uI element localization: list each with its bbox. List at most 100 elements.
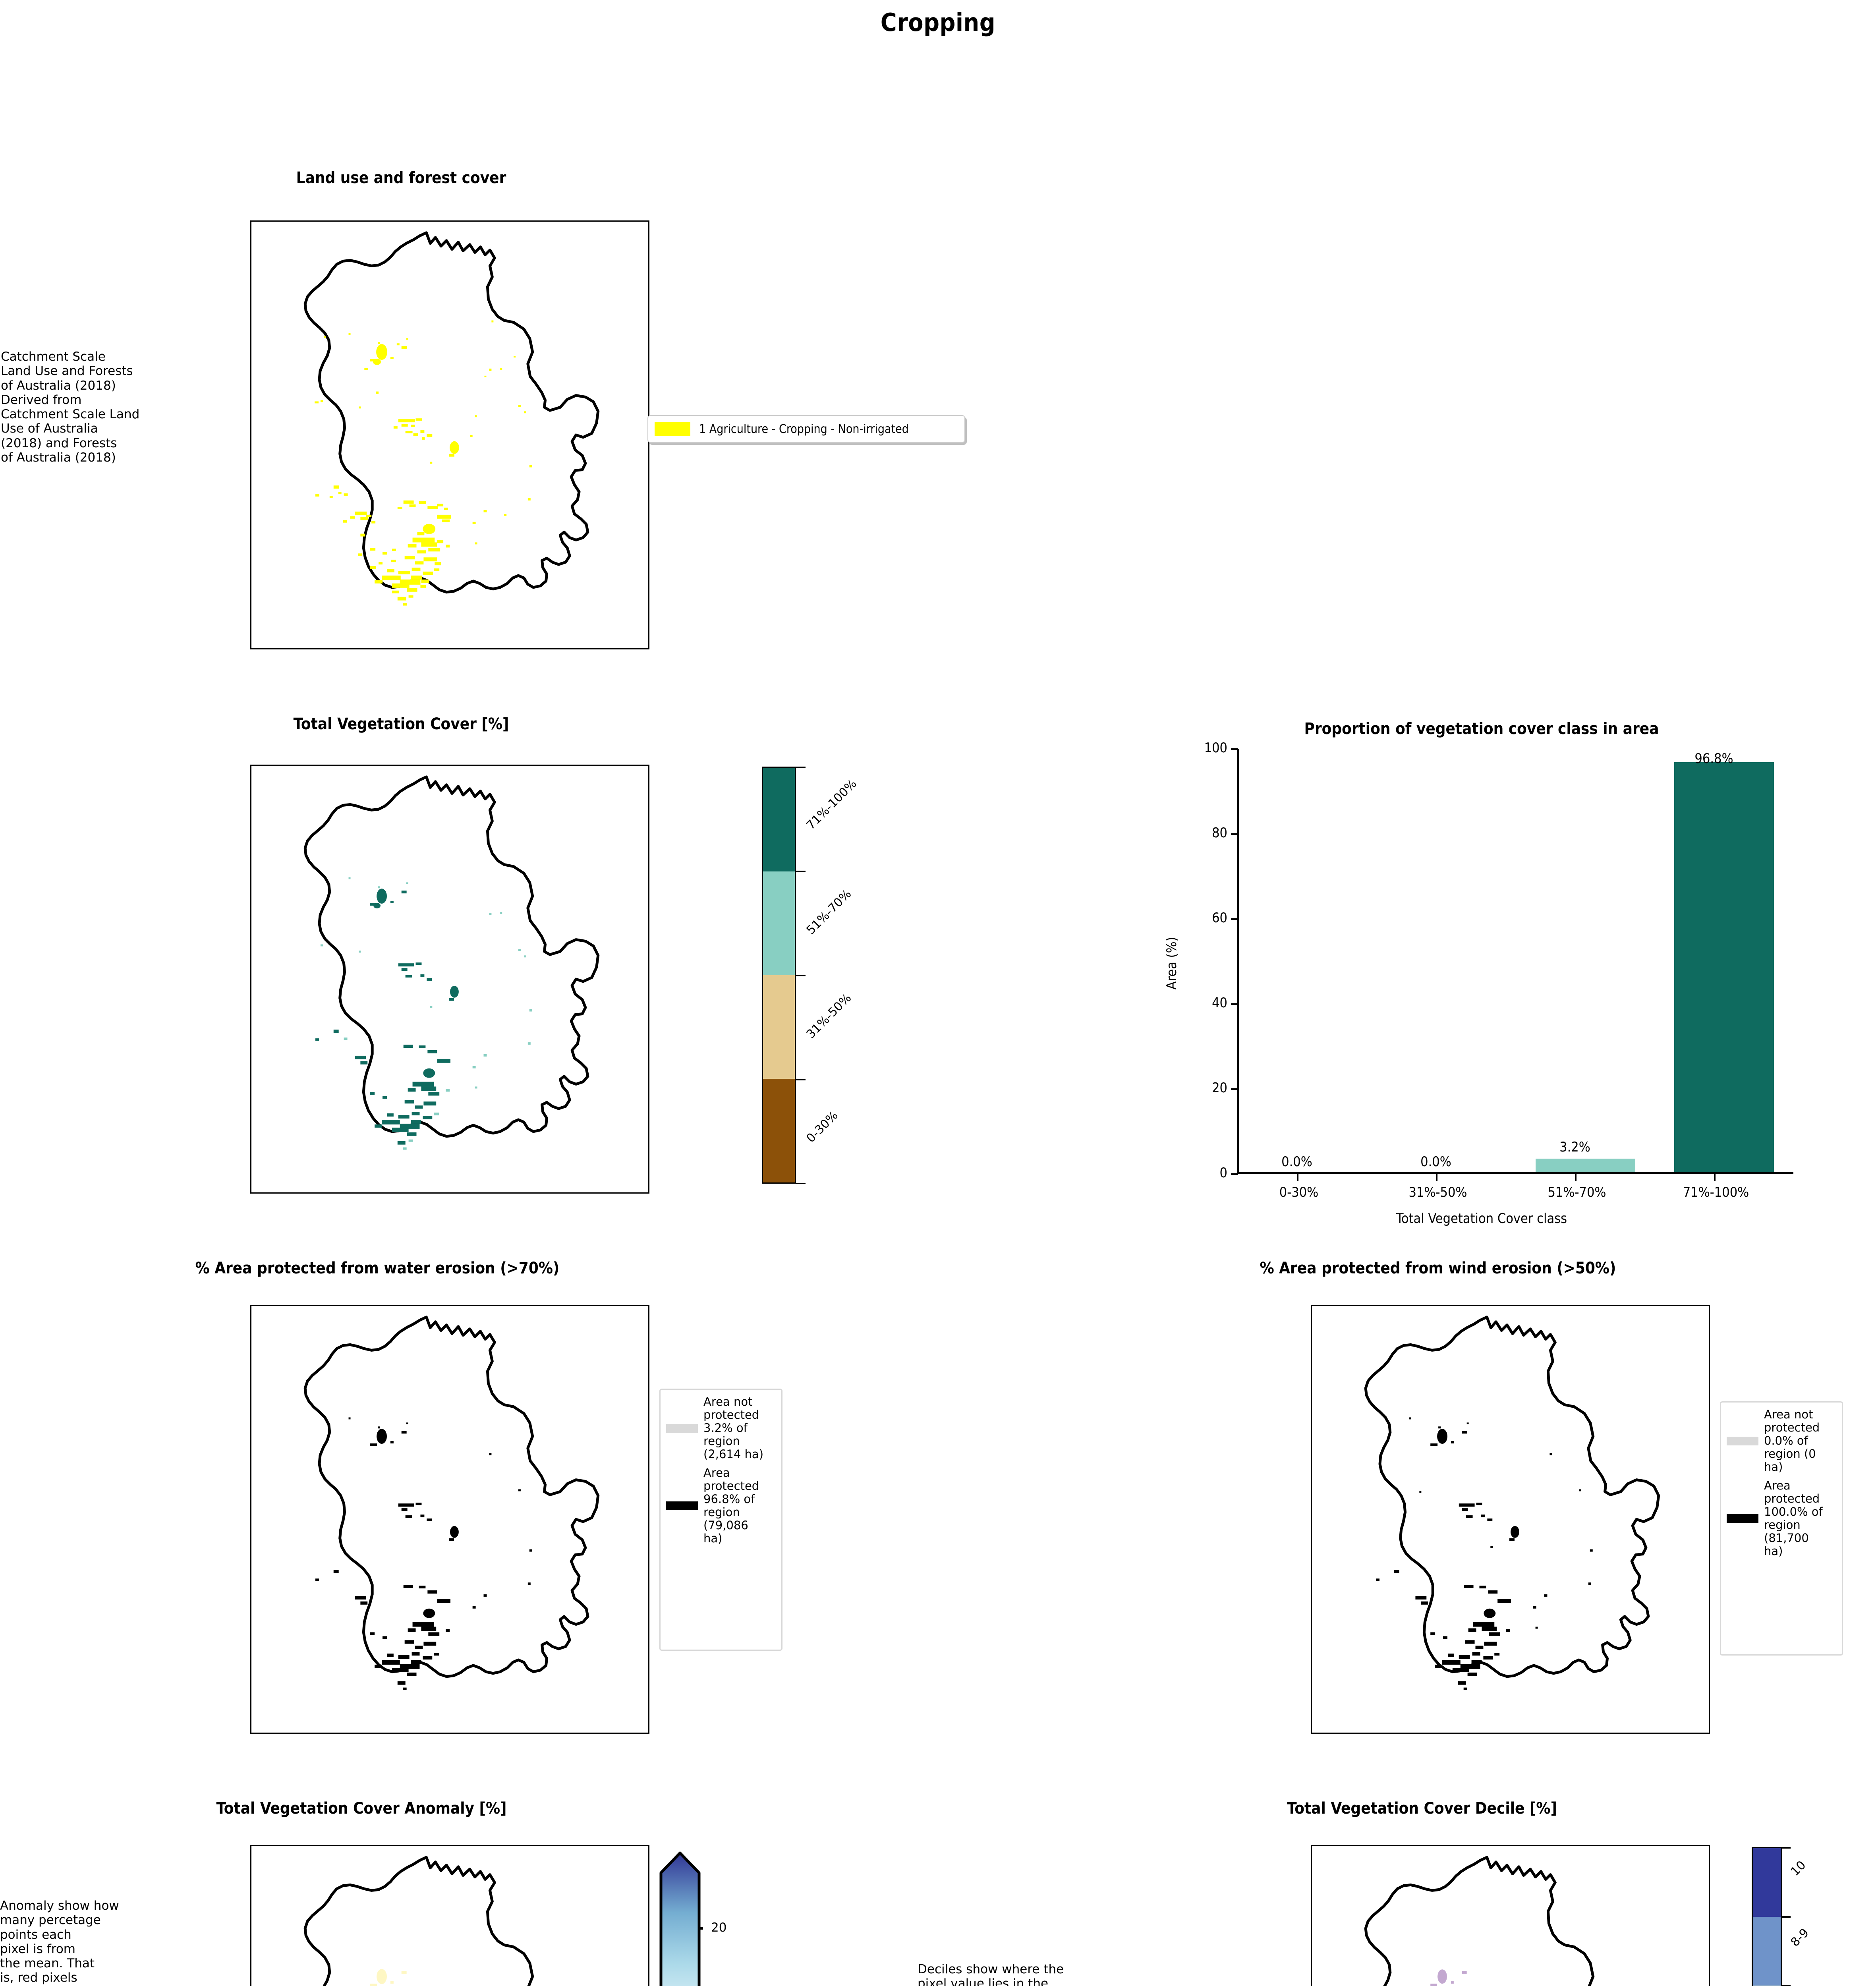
anomaly-title: Total Vegetation Cover Anomaly [%] [216,1799,507,1818]
landuse-panel-title: Land use and forest cover [296,169,506,187]
decile-tick-2 [1782,1985,1791,1986]
decile-tick-top [1782,1847,1791,1849]
landuse-legend-label: 1 Agriculture - Cropping - Non-irrigated [699,422,909,436]
xtick-label-31-50: 31%-50% [1408,1184,1467,1200]
chart-value-0-30: 0.0% [1281,1154,1312,1170]
cbar-tick-3 [796,1079,806,1080]
landuse-legend-swatch [655,422,690,436]
cbar-label-51-70: 51%-70% [804,887,854,937]
landuse-map-svg [303,231,600,606]
ytick-label-60: 60 [1212,910,1227,926]
landuse-legend: 1 Agriculture - Cropping - Non-irrigated [647,415,965,443]
cbar-label-0-30: 0-30% [804,1108,841,1146]
vegcover-panel-title: Total Vegetation Cover [%] [293,715,509,733]
cbar-seg-0-30 [763,1079,795,1182]
landuse-source-note: Catchment Scale Land Use and Forests of … [1,350,140,465]
water-legend-row-not-protected: Area not protected 3.2% of region (2,614… [666,1395,777,1461]
wind-legend-row-protected: Area protected 100.0% of region (81,700 … [1727,1479,1838,1558]
decile-map[interactable] [1311,1845,1710,1986]
wind-erosion-map[interactable] [1311,1305,1710,1734]
decile-tick-1 [1782,1916,1791,1918]
decile-seg-8-9 [1753,1917,1781,1986]
landuse-cropping-pixels [315,320,532,606]
chart-value-51-70: 3.2% [1559,1139,1590,1155]
ytick-label-100: 100 [1204,740,1227,756]
ytick-label-0: 0 [1219,1165,1227,1181]
cbar-tick-2 [796,975,806,976]
wind-legend-text-protected: Area protected 100.0% of region (81,700 … [1764,1479,1823,1558]
wind-erosion-legend: Area not protected 0.0% of region (0 ha)… [1720,1401,1843,1656]
wind-erosion-protected-pixels [1376,1417,1593,1690]
anomaly-map-svg [303,1856,534,1986]
water-legend-text-not-protected: Area not protected 3.2% of region (2,614… [703,1395,764,1461]
vegcover-map-svg [303,775,600,1150]
cbar-label-71-100: 71%-100% [804,777,860,833]
chart-plot-area [1237,749,1793,1174]
decile-colorbar [1752,1847,1782,1986]
ytick-60 [1231,918,1238,920]
anomaly-colorbar-body [659,1851,701,1986]
water-legend-row-protected: Area protected 96.8% of region (79,086 h… [666,1466,777,1545]
xtick-2 [1575,1174,1577,1181]
ytick-40 [1231,1003,1238,1005]
water-erosion-legend: Area not protected 3.2% of region (2,614… [659,1389,782,1651]
ytick-80 [1231,833,1238,835]
chart-xaxis-label: Total Vegetation Cover class [1396,1211,1567,1227]
cbar-tick-1 [796,871,806,872]
landuse-map[interactable] [250,220,649,649]
wind-legend-text-not-protected: Area not protected 0.0% of region (0 ha) [1764,1408,1820,1474]
xtick-0 [1297,1174,1298,1181]
wind-erosion-map-svg [1364,1316,1660,1690]
wind-legend-row-not-protected: Area not protected 0.0% of region (0 ha) [1727,1408,1838,1474]
anomaly-pixels [370,1969,407,1986]
decile-seg-10 [1753,1848,1781,1917]
water-legend-swatch-protected [666,1501,698,1511]
xtick-label-0-30: 0-30% [1279,1184,1319,1200]
ytick-label-20: 20 [1212,1080,1227,1096]
ytick-0 [1231,1173,1238,1175]
cbar-seg-51-70 [763,871,795,975]
vegcover-colorbar [762,767,796,1184]
water-erosion-protected-pixels [315,1417,532,1690]
cbar-seg-71-100 [763,768,795,871]
anomaly-map[interactable] [250,1845,649,1986]
decile-map-svg [1364,1856,1595,1986]
wind-legend-swatch-not-protected [1727,1436,1758,1445]
water-legend-swatch-not-protected [666,1424,698,1433]
chart-bar-71-100[interactable] [1674,762,1774,1172]
ytick-label-40: 40 [1212,995,1227,1011]
xtick-3 [1714,1174,1716,1181]
water-erosion-map-svg [303,1316,600,1690]
cbar-label-31-50: 31%-50% [804,991,854,1041]
decile-label-8-9: 8-9 [1788,1926,1812,1949]
anomaly-tick-20: 20 [711,1920,727,1935]
cbar-tick-bottom [796,1183,806,1184]
water-erosion-title: % Area protected from water erosion (>70… [195,1259,560,1277]
water-legend-text-protected: Area protected 96.8% of region (79,086 h… [703,1466,759,1546]
decile-note: Deciles show where the pixel value lies … [918,1962,1064,1986]
chart-title: Proportion of vegetation cover class in … [1304,720,1659,738]
water-erosion-map[interactable] [250,1305,649,1734]
vegcover-pixels [315,877,532,1150]
catchment-outline [303,231,600,594]
wind-legend-swatch-protected [1727,1514,1758,1523]
anomaly-note: Anomaly show how many percetage points e… [0,1899,119,1986]
cbar-tick-top [796,767,806,768]
ytick-label-80: 80 [1212,825,1227,841]
decile-label-10: 10 [1788,1858,1809,1879]
xtick-label-71-100: 71%-100% [1683,1184,1749,1200]
chart-value-31-50: 0.0% [1420,1154,1451,1170]
vegcover-proportion-chart: Proportion of vegetation cover class in … [1144,711,1819,1239]
cbar-seg-31-50 [763,975,795,1079]
decile-title: Total Vegetation Cover Decile [%] [1287,1799,1557,1818]
xtick-1 [1436,1174,1437,1181]
anomaly-colorbar [659,1851,703,1986]
chart-value-71-100: 96.8% [1694,751,1733,767]
decile-pixels [1430,1969,1467,1986]
chart-bar-51-70[interactable] [1535,1158,1636,1172]
chart-yaxis-label: Area (%) [1164,937,1180,990]
ytick-100 [1231,748,1238,750]
vegcover-map[interactable] [250,765,649,1194]
page-title: Cropping [880,8,996,37]
xtick-label-51-70: 51%-70% [1548,1184,1606,1200]
